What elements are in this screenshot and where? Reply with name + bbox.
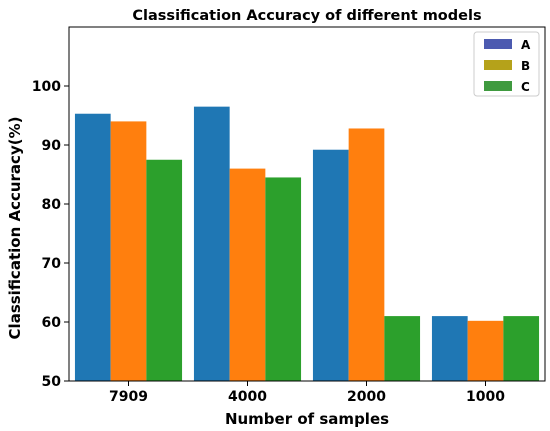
bars-group — [74, 106, 540, 382]
legend-swatch-B — [484, 60, 512, 70]
legend-label-C: C — [521, 80, 530, 94]
y-tick-label: 90 — [42, 138, 62, 154]
y-axis: 50 60 70 80 90 100 — [32, 79, 69, 390]
x-tick-label: 7909 — [109, 389, 148, 405]
bar-B-7909 — [110, 121, 147, 382]
legend-swatch-A — [484, 39, 512, 49]
y-axis-label: Classification Accuracy(%) — [6, 117, 24, 340]
chart-title: Classification Accuracy of different mod… — [132, 8, 481, 24]
y-tick-label: 80 — [42, 197, 62, 213]
y-tick-label: 50 — [42, 374, 62, 390]
legend-swatch-C — [484, 81, 512, 91]
y-tick-label: 70 — [42, 256, 62, 272]
bar-A-4000 — [193, 106, 230, 382]
x-axis-label: Number of samples — [225, 410, 389, 428]
bar-B-2000 — [348, 128, 385, 381]
bar-A-7909 — [74, 113, 111, 381]
x-tick-label: 4000 — [228, 389, 267, 405]
bar-B-4000 — [229, 168, 266, 381]
bar-C-2000 — [384, 316, 421, 381]
y-tick-label: 60 — [42, 315, 62, 331]
bar-C-1000 — [503, 316, 540, 381]
bar-C-7909 — [146, 159, 183, 381]
legend-label-A: A — [521, 38, 531, 52]
legend: ABC — [473, 31, 540, 97]
x-tick-label: 1000 — [466, 389, 505, 405]
bar-A-2000 — [312, 149, 349, 381]
y-tick-label: 100 — [32, 79, 61, 95]
bar-A-1000 — [431, 316, 468, 381]
bar-B-1000 — [467, 320, 504, 381]
bar-C-4000 — [265, 177, 302, 381]
x-tick-label: 2000 — [347, 389, 386, 405]
x-axis: 7909 4000 2000 1000 — [109, 381, 505, 405]
legend-label-B: B — [521, 59, 530, 73]
